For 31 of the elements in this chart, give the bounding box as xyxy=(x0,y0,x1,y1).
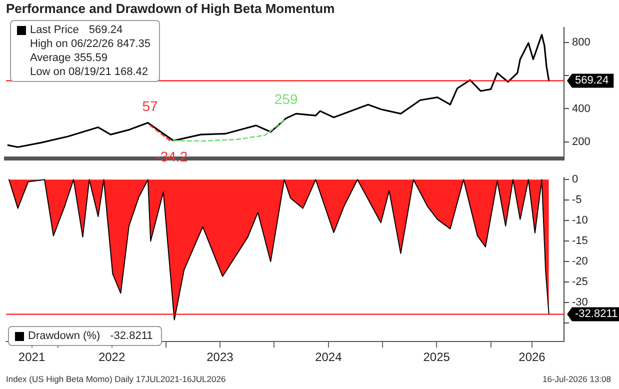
y-tick-label: -15 xyxy=(572,235,588,248)
x-tick-label: 2024 xyxy=(315,350,342,364)
x-tick-label: 2022 xyxy=(98,350,126,364)
y-tick-label: -10 xyxy=(572,214,588,227)
x-tick-label: 2025 xyxy=(423,350,450,364)
annotation: 259 xyxy=(274,91,298,108)
y-tick-label: -20 xyxy=(572,256,588,268)
annotation: High on 06/22/26 847.35 xyxy=(29,37,150,51)
y-tick-label: 800 xyxy=(572,36,590,49)
text: -32.8211 xyxy=(110,330,153,342)
ref-line-label: -32.8211 xyxy=(575,308,618,320)
y-tick-label: -5 xyxy=(572,194,582,206)
text: 16-Jul-2026 13:08 xyxy=(542,374,611,384)
text: Index (US High Beta Momo) Daily 17JUL2021-16JUL2026 xyxy=(6,374,226,384)
annotation: 57 xyxy=(142,98,158,114)
annotation: Low on 08/19/21 168.42 xyxy=(29,65,150,79)
chart-title: Performance and Drawdown of High Beta Momentum xyxy=(6,1,335,16)
y-tick-label: -30 xyxy=(572,296,588,309)
x-tick-label: 2026 xyxy=(518,350,546,364)
ref-line-label: 569.24 xyxy=(575,74,609,87)
y-tick-label: -25 xyxy=(572,276,588,288)
text: 569.24 xyxy=(88,24,123,36)
line-series xyxy=(172,118,287,142)
y-tick-label: 0 xyxy=(572,174,578,186)
y-tick-label: 200 xyxy=(572,136,590,148)
x-tick-label: 2023 xyxy=(206,350,234,364)
legend-label: Drawdown (%) xyxy=(28,330,100,342)
legend-label: Last Price xyxy=(30,24,79,36)
x-tick-label: 2021 xyxy=(18,350,46,364)
annotation: Average 355.59 xyxy=(29,51,108,65)
y-tick-label: 400 xyxy=(572,102,590,115)
